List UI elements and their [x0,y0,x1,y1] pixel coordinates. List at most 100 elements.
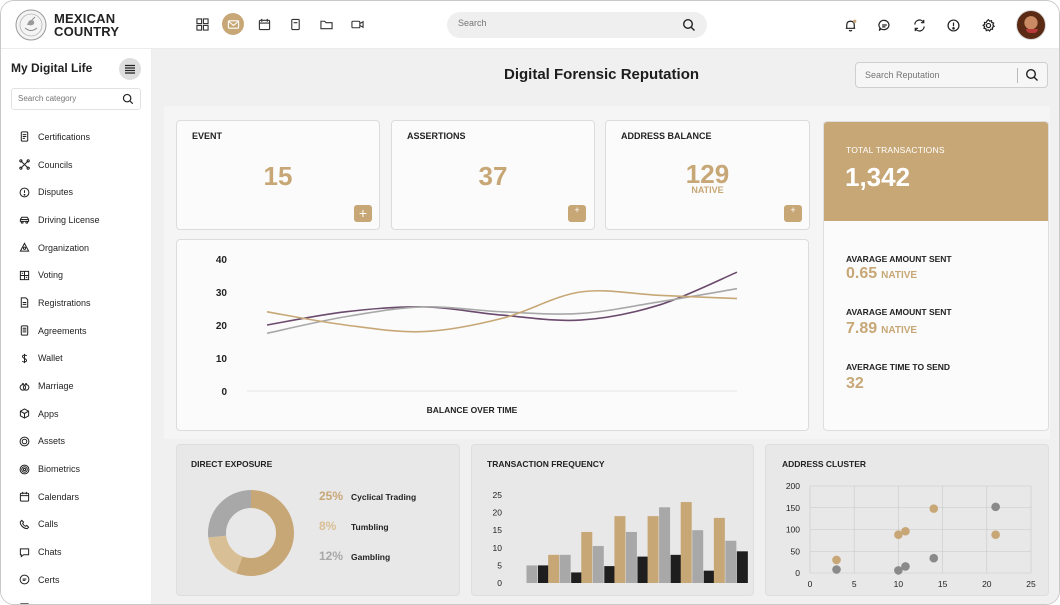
agreement-icon [20,325,29,336]
y-tick-label: 10 [216,354,228,365]
sidebar-item-disputes[interactable]: Disputes [19,178,149,206]
frequency-bar [571,572,583,583]
sidebar-item-assets[interactable]: Assets [19,428,149,456]
avg-amount-sent-2-value: 7.89 NATIVE [846,320,917,338]
search-icon[interactable] [122,93,134,105]
exposure-slice-tumbling [208,535,243,574]
search-icon[interactable] [682,18,696,32]
balance-series-line-2 [266,287,738,335]
sidebar-item-organization[interactable]: Organization [19,234,149,262]
legend-item-tumbling: 8% Tumbling [319,519,389,533]
frequency-bar [526,565,538,583]
brand-name: MEXICAN COUNTRY [54,12,119,38]
total-transactions-header: TOTAL TRANSACTIONS 1,342 [824,122,1048,221]
address-balance-unit: NATIVE [691,185,724,195]
category-search [11,88,141,110]
search-icon[interactable] [1025,68,1039,82]
avg-amount-sent-label: AVARAGE AMOUNT SENT [846,254,952,264]
y-tick-label: 5 [497,560,502,570]
sidebar-item-apps[interactable]: Apps [19,400,149,428]
grid-icon[interactable] [191,13,213,35]
sidebar-item-chats[interactable]: Chats [19,538,149,566]
brand-logo[interactable]: MEXICAN COUNTRY [15,9,119,41]
x-tick-label: 25 [1026,579,1036,589]
y-tick-label: 30 [216,288,228,299]
national-seal-icon [15,9,47,41]
sidebar: My Digital Life Certifications Councils Di… [1,49,152,604]
sidebar-item-councils[interactable]: Councils [19,151,149,179]
assets-icon [19,436,30,447]
cluster-point [901,526,910,536]
sidebar-menu-button[interactable] [119,58,141,80]
frequency-bar [548,554,560,583]
address-balance-label: ADDRESS BALANCE [621,131,712,141]
certificate-icon [20,131,29,142]
add-balance-button[interactable]: + [784,205,802,222]
hamburger-menu-icon [125,64,135,74]
sync-icon[interactable] [908,14,930,36]
cluster-point [894,530,903,540]
avg-time-to-send-label: AVERAGE TIME TO SEND [846,362,951,372]
sidebar-item-label: Driving License [38,214,100,225]
sidebar-item-biometrics[interactable]: Biometrics [19,455,149,483]
total-transactions-label: TOTAL TRANSACTIONS [846,145,945,155]
x-tick-label: 5 [852,579,857,589]
sidebar-item-certs[interactable]: Certs [19,566,149,594]
exposure-slice-gambling [208,490,251,538]
sidebar-item-label: Registrations [38,297,91,308]
cluster-point [832,555,841,565]
sidebar-item-agreements[interactable]: Agreements [19,317,149,345]
top-bar: MEXICAN COUNTRY [1,1,1059,49]
category-search-input[interactable] [18,94,118,103]
sidebar-item-registrations[interactable]: Registrations [19,289,149,317]
sidebar-item-wallet[interactable]: Wallet [19,345,149,373]
address-balance-value: 129 [685,159,730,189]
chat-icon[interactable] [874,14,896,36]
global-search-input[interactable] [458,18,668,28]
sidebar-item-calendars[interactable]: Calendars [19,483,149,511]
y-tick-label: 50 [791,546,801,556]
document-icon[interactable] [284,13,306,35]
avg-amount-sent-2-label: AVARAGE AMOUNT SENT [846,307,952,317]
rings-icon [19,382,30,391]
frequency-bar [592,546,604,583]
cluster-point [991,530,1000,540]
sidebar-item-label: Apps [38,408,59,419]
sidebar-item-driving-license[interactable]: Driving License [19,206,149,234]
legend-percent: 25% [319,489,344,503]
settings-gear-icon[interactable] [977,14,999,36]
sidebar-item-marriage[interactable]: Marriage [19,372,149,400]
user-avatar[interactable] [1016,10,1046,40]
reputation-search-input[interactable] [865,70,1015,80]
sidebar-item-certifications[interactable]: Certifications [19,123,149,151]
balance-series-line-1 [266,271,738,326]
legend-item-gambling: 12% Gambling [319,549,390,563]
y-tick-label: 0 [795,568,800,578]
x-tick-label: 0 [808,579,813,589]
sidebar-item-label: Assets [38,436,66,447]
sidebar-item-calls[interactable]: Calls [19,511,149,539]
transaction-frequency-card: TRANSACTION FREQUENCY 0 5 10 15 20 25 [471,444,754,596]
car-icon [19,217,30,225]
alert-icon[interactable] [943,14,965,36]
sidebar-item-companies[interactable]: Companies [19,594,149,604]
y-tick-label: 150 [786,503,800,513]
add-assertion-button[interactable]: + [568,205,586,222]
y-tick-label: 15 [493,525,503,535]
balance-series-line-3 [266,289,738,333]
sidebar-category-list: Certifications Councils Disputes Driving Li… [19,123,149,604]
avg-time-to-send-value: 32 [846,375,864,393]
notification-bell-icon[interactable] [839,14,861,36]
frequency-bar [538,565,549,583]
calendar-icon[interactable] [253,13,275,35]
frequency-bar [713,517,725,583]
add-event-button[interactable]: + [354,205,372,222]
cluster-point [929,553,939,563]
folder-icon[interactable] [315,13,337,35]
video-icon[interactable] [346,13,368,35]
assertions-label: ASSERTIONS [407,131,466,141]
sidebar-item-voting[interactable]: Voting [19,261,149,289]
calendar-icon [19,492,30,502]
mail-icon[interactable] [222,13,244,35]
brand-line-2: COUNTRY [54,24,120,39]
